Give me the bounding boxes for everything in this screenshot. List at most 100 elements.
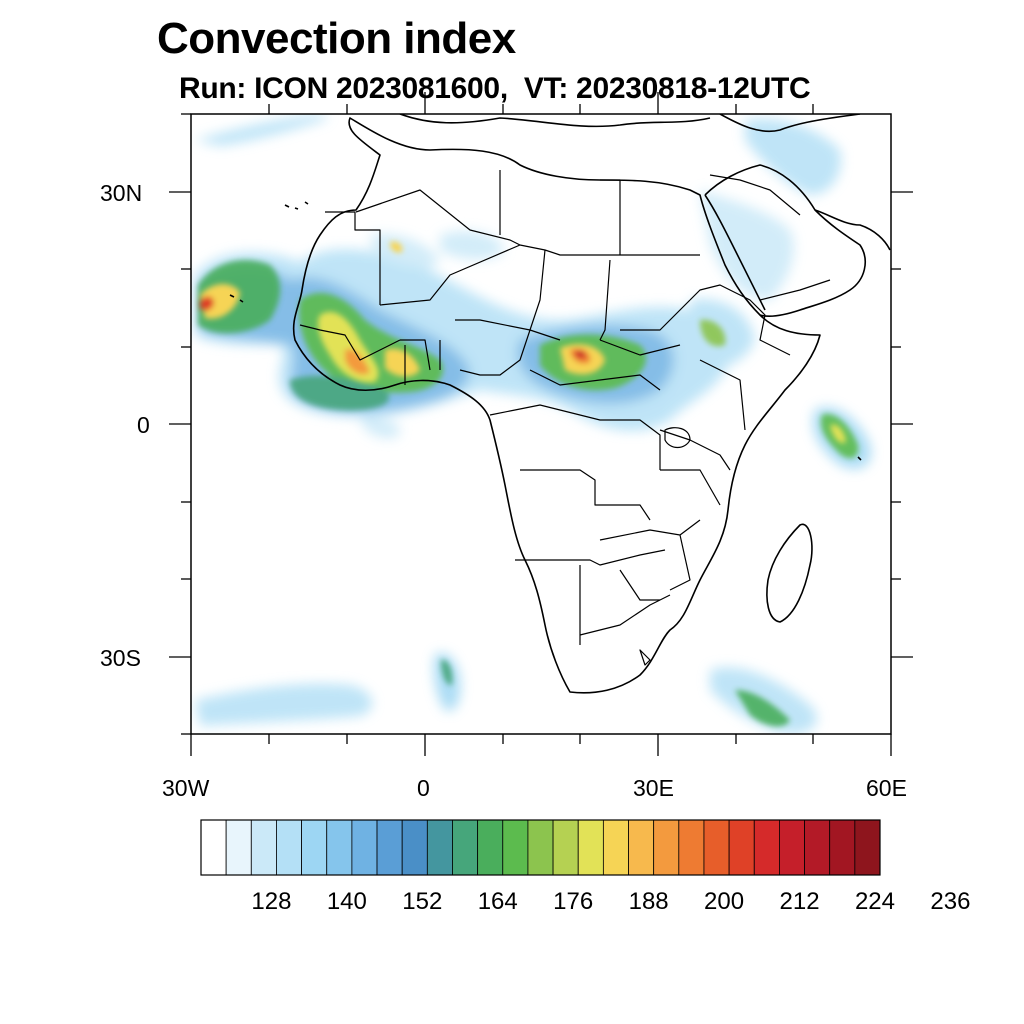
border-chad-sudan (529, 249, 611, 341)
colorbar-swatch (326, 819, 353, 876)
colorbar-swatch (854, 819, 881, 876)
colorbar-swatch (653, 819, 680, 876)
colorbar-swatch (276, 819, 302, 876)
field-mali-blob (440, 230, 505, 260)
colorbar-swatch (804, 819, 831, 876)
colorbar-swatch (779, 819, 805, 876)
colorbar-swatch (602, 819, 629, 876)
border-tanzania-kenya (659, 429, 731, 506)
field-atlantic-core (200, 284, 240, 319)
lon-label-0: 0 (417, 775, 430, 801)
lon-label-30w: 30W (162, 775, 210, 801)
colorbar-label: 152 (402, 888, 443, 915)
field-madagascar-south-green (735, 690, 790, 727)
colorbar-swatch (552, 819, 579, 876)
border-south-africa (579, 594, 671, 666)
border-drc-angola (520, 469, 651, 521)
cape-verde (229, 294, 244, 303)
colorbar-label: 164 (477, 888, 518, 915)
colorbar-swatch (527, 819, 554, 876)
colorbar-swatch (502, 819, 529, 876)
field-ivory-core (385, 348, 420, 377)
lat-label-30n: 30N (100, 180, 143, 206)
colorbar-swatch (301, 819, 328, 876)
turkey-coast (719, 114, 861, 133)
border-congo (489, 404, 661, 470)
colorbar-label: 224 (854, 888, 895, 915)
red-sea-east (704, 194, 766, 311)
colorbar-label: 176 (553, 888, 594, 915)
field-north-atlantic-streak (195, 114, 330, 146)
axis-ticks (169, 92, 913, 756)
field-atlantic-red (200, 296, 214, 312)
lat-label-30s: 30S (100, 645, 141, 671)
colorbar-swatch (678, 819, 705, 876)
colorbar-swatch (477, 819, 504, 876)
colorbar-swatch (376, 819, 403, 876)
border-nigeria (455, 319, 531, 376)
field-ethiopia-green (700, 319, 726, 347)
border-angola-namibia (515, 549, 666, 566)
colorbar-label: 200 (704, 888, 745, 915)
colorbar-swatch (703, 819, 730, 876)
map-title: Convection index (157, 14, 516, 63)
colorbar-swatch (753, 819, 780, 876)
border-saudi (709, 174, 831, 301)
persian-gulf-coast (814, 209, 891, 251)
border-libya-egypt (499, 170, 621, 255)
africa-coastline (292, 117, 821, 694)
colorbar-swatch (200, 819, 227, 876)
border-ghana-ivory (400, 339, 441, 385)
lon-label-60e: 60E (866, 775, 907, 801)
field-arabia-north (745, 118, 841, 195)
lon-label-30e: 30E (633, 775, 674, 801)
lat-label-0: 0 (137, 412, 150, 438)
field-central-red (575, 350, 586, 358)
colorbar-label: 140 (326, 888, 367, 915)
field-sahara-streak (370, 234, 440, 268)
colorbar-swatch (225, 819, 252, 876)
colorbar-label: 236 (930, 888, 971, 915)
arabian-peninsula (704, 164, 866, 317)
border-mali-niger (379, 244, 521, 306)
colorbar-swatch (426, 819, 453, 876)
canary-islands (284, 201, 309, 210)
field-seychelles-core (830, 424, 846, 444)
colorbar-outline (200, 819, 881, 876)
field-mali-yellow (390, 241, 403, 253)
border-namibia-botswana (579, 565, 660, 645)
border-guinea (299, 324, 401, 361)
colorbar-swatch (577, 819, 604, 876)
coastlines (229, 114, 891, 694)
colorbar-swatch (401, 819, 428, 876)
border-ethiopia (689, 284, 791, 431)
convection-field (195, 114, 871, 734)
border-western-sahara (325, 211, 381, 305)
madagascar (766, 523, 813, 623)
europe-coast (399, 114, 711, 128)
map-subtitle: Run: ICON 2023081600, VT: 20230818-12UTC (179, 72, 811, 105)
colorbar-swatch (351, 819, 378, 876)
seychelles-island (857, 456, 862, 461)
border-libya-chad (519, 244, 700, 256)
colorbar-swatch (452, 819, 479, 876)
country-borders (299, 170, 831, 666)
colorbar-swatch (829, 819, 856, 876)
colorbar-label: 188 (628, 888, 669, 915)
border-sudan-south (599, 299, 691, 356)
colorbar-swatch (628, 819, 655, 876)
field-tristan-green (441, 659, 453, 686)
lake-victoria (664, 427, 691, 449)
field-guinea-green (290, 375, 389, 411)
field-south-atlantic-band (195, 683, 373, 726)
field-sahel-orange (345, 349, 370, 375)
colorbar-label: 212 (779, 888, 820, 915)
colorbar-label: 128 (251, 888, 292, 915)
border-algeria-mali (355, 189, 521, 246)
field-gulf-guinea-south (360, 415, 401, 439)
colorbar-swatch (728, 819, 755, 876)
field-arabia (700, 190, 794, 300)
colorbar-swatch (250, 819, 277, 876)
